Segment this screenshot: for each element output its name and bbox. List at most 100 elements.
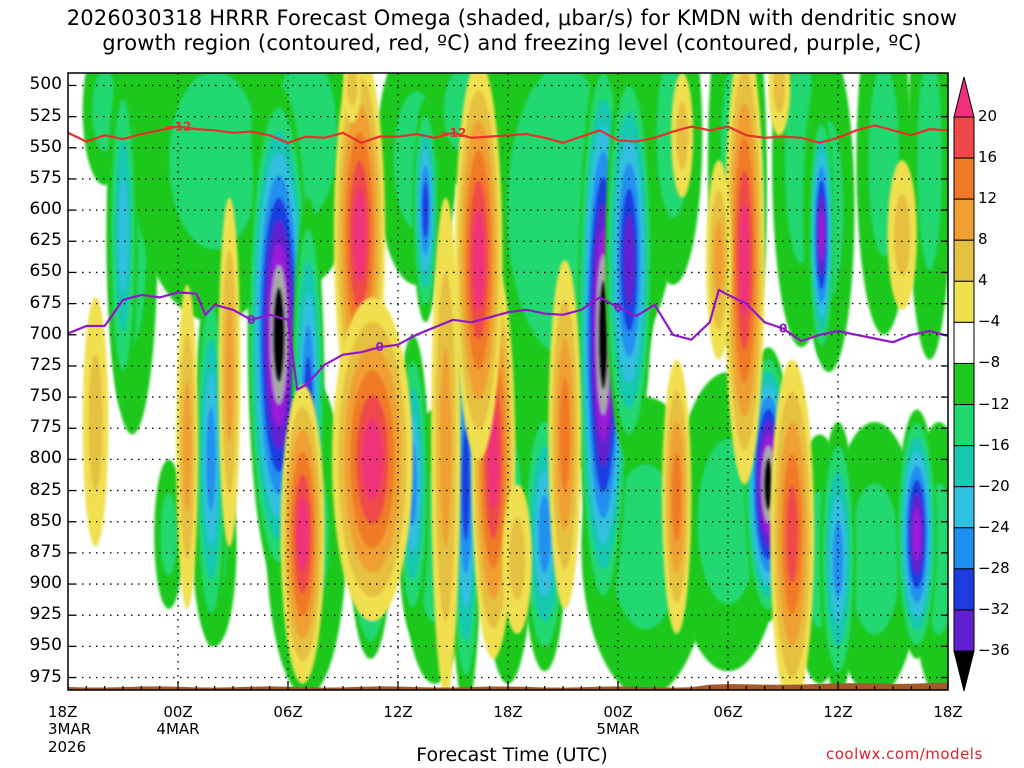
chart-title-line2: growth region (contoured, red, ºC) and f… — [102, 31, 922, 55]
rising-motion-cell-4-level — [461, 428, 470, 541]
sinking-motion-cell-19 — [82, 297, 109, 547]
rising-motion-cell-9 — [808, 110, 835, 360]
colorbar-box-0 — [953, 116, 975, 159]
y-tick-label: 625 — [29, 230, 62, 251]
colorbar-box-6 — [953, 362, 975, 406]
colorbar-label: −28 — [978, 558, 1010, 577]
chart-title-line1: 2026030318 HRRR Forecast Omega (shaded, … — [66, 6, 958, 30]
y-tick-label: 550 — [29, 136, 62, 157]
colorbar-label: −12 — [978, 394, 1010, 413]
rising-motion-cell-3-level — [623, 214, 635, 306]
colorbar-label: −4 — [978, 312, 1001, 331]
green-band-2-level — [160, 493, 177, 576]
sinking-motion-cell-13-level — [559, 377, 571, 492]
colorbar-box-11 — [953, 568, 975, 611]
colorbar-label: 4 — [978, 271, 988, 290]
green-band-14 — [907, 73, 948, 360]
contour-line-1 — [68, 288, 948, 391]
x-tick-label: 18Z — [933, 703, 963, 721]
sinking-motion-cell-0-level — [353, 188, 366, 282]
x-tick-label: 18Z — [48, 703, 78, 721]
sinking-motion-cell-8-level — [786, 485, 799, 584]
rising-motion-cell-10 — [896, 409, 937, 659]
rising-motion-cell-3 — [605, 73, 653, 460]
sinking-motion-cell-18 — [343, 73, 362, 123]
y-tick-label: 650 — [29, 261, 62, 282]
y-tick-label: 600 — [29, 199, 62, 220]
grid-lines — [68, 73, 948, 690]
colorbar-label: 16 — [978, 148, 998, 167]
sinking-motion-cell-13 — [548, 259, 582, 609]
y-tick-label: 750 — [29, 386, 62, 407]
omega-shading — [82, 73, 948, 690]
sinking-motion-cell-20 — [502, 484, 532, 634]
y-tick-label: 725 — [29, 354, 62, 375]
rising-motion-cell-10-level — [912, 507, 922, 561]
x-tick-label: 06Z — [273, 703, 303, 721]
y-tick-label: 525 — [29, 105, 62, 126]
sinking-motion-cell-17-level — [773, 73, 786, 113]
sinking-motion-cell-7-level — [739, 203, 750, 317]
sinking-motion-cell-16-level — [676, 101, 689, 170]
green-band-3-level — [169, 73, 261, 250]
site-credit: coolwx.com/models — [826, 745, 983, 763]
sinking-motion-cell-2-level — [297, 496, 309, 572]
sinking-motion-cell-10-level — [472, 210, 485, 310]
colorbar-box-5 — [953, 321, 975, 364]
colorbar-box-8 — [953, 445, 975, 488]
y-tick-label: 800 — [29, 448, 62, 469]
sinking-motion-cell-19-level — [88, 353, 103, 491]
sinking-motion-cell-8 — [770, 359, 815, 690]
y-tick-label: 825 — [29, 479, 62, 500]
sinking-motion-cell-14-level — [713, 220, 724, 300]
y-tick-label: 875 — [29, 541, 62, 562]
sinking-motion-cell-4-level — [487, 409, 499, 510]
sinking-motion-cell-6-level — [671, 452, 682, 542]
x-tick-label: 12Z — [823, 703, 853, 721]
colorbar — [953, 76, 975, 692]
colorbar-bottom-triangle — [953, 650, 975, 692]
sinking-motion-cell-15 — [887, 160, 917, 310]
contour-line-0 — [68, 124, 948, 144]
rising-motion-cell-2-level — [763, 458, 773, 511]
colorbar-box-2 — [953, 198, 975, 241]
x-tick-label: 2026 — [48, 738, 87, 756]
y-tick-label: 500 — [29, 74, 62, 95]
sinking-motion-cell-14 — [706, 160, 732, 360]
green-band-22-level — [849, 483, 900, 635]
x-tick-label: 3MAR — [48, 720, 92, 738]
colorbar-box-1 — [953, 157, 975, 200]
y-tick-label: 700 — [29, 323, 62, 344]
sinking-motion-cell-16 — [671, 73, 694, 198]
x-tick-label: 00Z — [163, 703, 193, 721]
colorbar-box-9 — [953, 486, 975, 529]
contour-label-0-1: −12 — [440, 126, 467, 140]
contour-lines: −12 −12 0 0 0 0 — [68, 120, 948, 391]
sinking-motion-cell-11 — [218, 197, 241, 547]
y-tick-label: 925 — [29, 604, 62, 625]
rising-motion-cell-1-level — [598, 280, 609, 390]
colorbar-label: 8 — [978, 230, 988, 249]
sinking-motion-cell-15-level — [894, 193, 911, 277]
colorbar-box-10 — [953, 527, 975, 570]
y-tick-label: 950 — [29, 635, 62, 656]
colorbar-label: −36 — [978, 641, 1010, 659]
sinking-motion-cell-12-level — [182, 382, 192, 512]
sinking-motion-cell-20-level — [509, 517, 526, 601]
y-tick-label: 850 — [29, 510, 62, 531]
x-tick-label: 5MAR — [596, 720, 640, 738]
green-band-2 — [154, 459, 184, 609]
rising-motion-cell-7-level — [538, 495, 551, 573]
colorbar-box-12 — [953, 609, 975, 652]
y-tick-label: 775 — [29, 417, 62, 438]
sinking-motion-cell-1 — [332, 297, 413, 622]
colorbar-box-4 — [953, 280, 975, 323]
contour-label-1-1: 0 — [375, 340, 383, 354]
rising-motion-cell-13-level — [118, 178, 128, 292]
contour-label-1-2: 0 — [614, 300, 622, 314]
y-tick-label: 675 — [29, 292, 62, 313]
sinking-motion-cell-2 — [280, 384, 325, 684]
sinking-motion-cell-1-level — [362, 418, 383, 500]
y-tick-label: 975 — [29, 666, 62, 687]
sinking-motion-cell-10 — [454, 73, 503, 460]
